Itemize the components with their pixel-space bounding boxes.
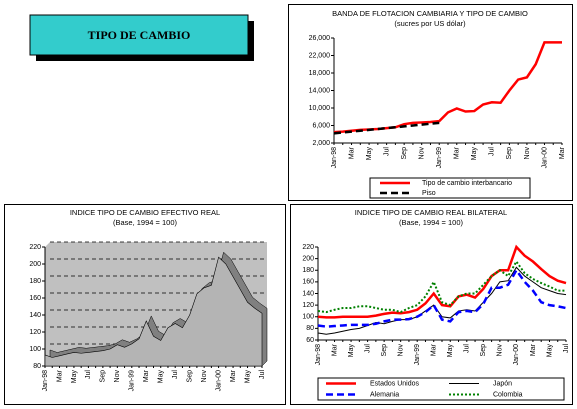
x-tick-label: May xyxy=(348,344,355,358)
y-tick-label: 18,000 xyxy=(309,70,331,77)
x-tick-label: May xyxy=(244,370,251,384)
frame xyxy=(288,4,573,201)
y-tick-label: 140 xyxy=(29,312,41,319)
x-tick-label: Jul xyxy=(85,370,92,379)
legend-label: Japón xyxy=(493,380,512,387)
x-tick-label: Sep xyxy=(506,147,513,160)
y-tick-label: 200 xyxy=(29,261,41,268)
legend-box xyxy=(317,377,565,401)
x-tick-label: Jan-00 xyxy=(513,344,520,366)
y-tick-label: 160 xyxy=(29,295,41,302)
y-tick-label: 60 xyxy=(306,337,314,344)
y-tick-label: 180 xyxy=(29,278,41,285)
series-line xyxy=(317,259,566,314)
legend-label: Colombia xyxy=(493,391,523,398)
x-tick-label: May xyxy=(71,370,78,384)
x-tick-label: Sep xyxy=(401,147,408,160)
frame xyxy=(4,204,286,405)
x-tick-label: Mar xyxy=(348,146,355,159)
x-tick-label: Jan-99 xyxy=(129,370,136,392)
y-tick-label: 22,000 xyxy=(309,52,331,59)
x-tick-label: Nov xyxy=(524,147,531,160)
x-tick-label: Sep xyxy=(187,370,194,383)
x-tick-label: May xyxy=(546,344,553,358)
y-tick-label: 80 xyxy=(33,363,41,370)
series-line xyxy=(317,266,567,335)
x-tick-label: Mar xyxy=(56,369,63,382)
y-tick-label: 220 xyxy=(29,244,41,251)
area xyxy=(44,256,263,367)
x-tick-label: May xyxy=(366,147,373,161)
y-tick-label: 120 xyxy=(302,302,314,309)
page-title: TIPO DE CAMBIO xyxy=(88,28,191,42)
x-tick-label: Jan-99 xyxy=(436,147,443,169)
x-tick-label: Jul xyxy=(364,344,371,353)
x-tick-label: Jul xyxy=(172,370,179,379)
series-line xyxy=(333,121,440,135)
legend-label: Alemania xyxy=(370,391,399,398)
y-tick-label: 6,000 xyxy=(312,122,330,129)
x-tick-label: Nov xyxy=(201,370,208,383)
y-tick-label: 180 xyxy=(302,267,314,274)
y-tick-label: 120 xyxy=(29,329,41,336)
y-tick-label: 160 xyxy=(302,279,314,286)
x-tick-label: Jan-00 xyxy=(215,370,222,392)
chart-subtitle: (Base, 1994 = 100) xyxy=(399,218,464,227)
x-tick-label: Mar xyxy=(454,146,461,159)
x-tick-label: Jul xyxy=(464,344,471,353)
chart-title: BANDA DE FLOTACION CAMBIARIA Y TIPO DE C… xyxy=(332,9,528,18)
y-tick-label: 26,000 xyxy=(309,35,331,42)
series-line xyxy=(317,267,567,328)
x-tick-label: Jul xyxy=(383,147,390,156)
x-tick-label: Mar xyxy=(331,343,338,356)
x-tick-label: May xyxy=(447,344,454,358)
x-tick-label: Jul xyxy=(259,370,266,379)
y-tick-label: 14,000 xyxy=(309,87,331,94)
x-tick-label: Nov xyxy=(419,147,426,160)
x-tick-label: Nov xyxy=(114,370,121,383)
title-box xyxy=(29,14,249,56)
x-tick-label: Jan-98 xyxy=(42,370,49,392)
x-tick-label: Jul xyxy=(489,147,496,156)
y-tick-label: 10,000 xyxy=(309,105,331,112)
x-tick-label: Mar xyxy=(530,343,537,356)
x-tick-label: May xyxy=(471,147,478,161)
x-tick-label: Sep xyxy=(100,370,107,383)
x-tick-label: May xyxy=(158,370,165,384)
x-tick-label: Mar xyxy=(230,369,237,382)
series-line xyxy=(333,41,562,134)
x-tick-label: Jan-00 xyxy=(541,147,548,169)
chart-subtitle: (Base, 1994 = 100) xyxy=(113,218,178,227)
x-tick-label: Nov xyxy=(398,344,405,357)
legend-label: Tipo de cambio interbancario xyxy=(422,180,512,187)
x-tick-label: Mar xyxy=(559,146,566,159)
legend-label: Estados Unidos xyxy=(370,380,420,387)
x-tick-label: Sep xyxy=(381,344,388,357)
x-tick-label: Jul xyxy=(563,344,570,353)
legend-label: Piso xyxy=(422,190,436,197)
x-tick-label: Mar xyxy=(143,369,150,382)
chart-subtitle: (sucres por US dólar) xyxy=(394,19,466,28)
x-tick-label: Jan-98 xyxy=(331,147,338,169)
y-tick-label: 200 xyxy=(302,255,314,262)
x-tick-label: Jan-98 xyxy=(315,344,322,366)
y-tick-label: 140 xyxy=(302,290,314,297)
chart-title: INDICE TIPO DE CAMBIO EFECTIVO REAL xyxy=(70,208,220,217)
y-tick-label: 220 xyxy=(302,244,314,251)
x-tick-label: Mar xyxy=(431,343,438,356)
y-tick-label: 80 xyxy=(306,325,314,332)
frame xyxy=(290,204,573,405)
x-tick-label: Nov xyxy=(497,344,504,357)
x-tick-label: Jan-99 xyxy=(414,344,421,366)
y-tick-label: 100 xyxy=(29,346,41,353)
series-line xyxy=(317,244,567,319)
y-tick-label: 100 xyxy=(302,314,314,321)
chart-title: INDICE TIPO DE CAMBIO REAL BILATERAL xyxy=(355,208,507,217)
y-tick-label: 2,000 xyxy=(312,140,330,147)
x-tick-label: Sep xyxy=(480,344,487,357)
